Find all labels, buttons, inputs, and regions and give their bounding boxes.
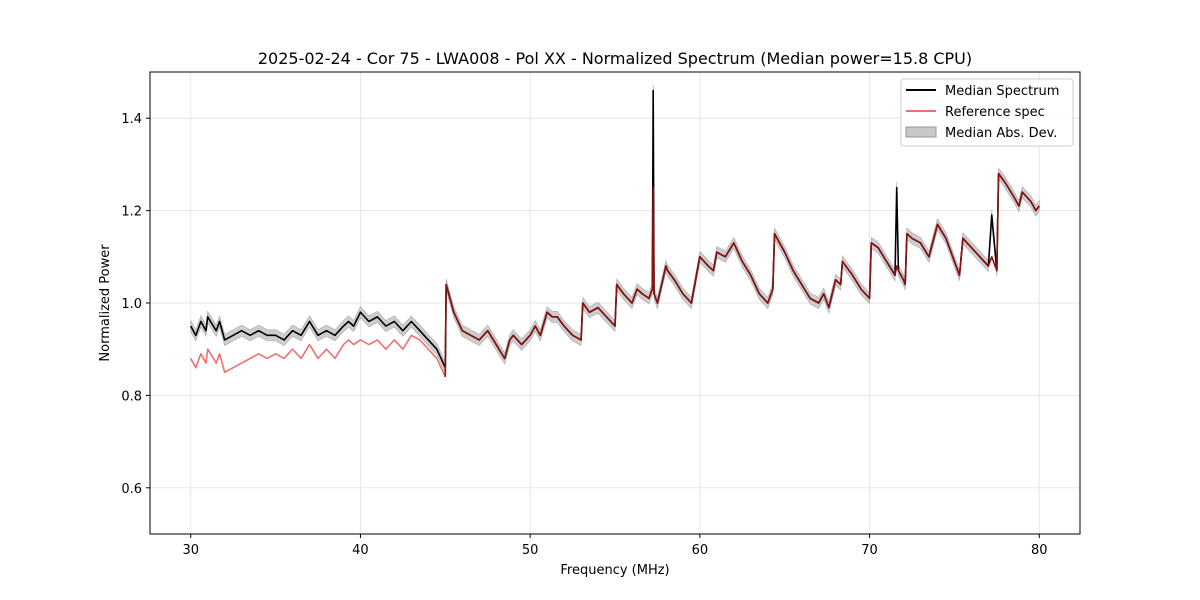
- x-axis: 30 40 50 60 70 80: [182, 534, 1048, 558]
- y-tick-label: 0.6: [121, 482, 142, 497]
- y-tick-label: 1.4: [121, 112, 142, 127]
- plot-area: [190, 84, 1040, 378]
- y-tick-label: 1.0: [121, 297, 142, 312]
- x-tick-label: 80: [1031, 543, 1048, 558]
- x-tick-label: 50: [522, 543, 539, 558]
- legend-median-label: Median Spectrum: [945, 84, 1059, 99]
- y-axis: 0.6 0.8 1.0 1.2 1.4: [121, 112, 150, 497]
- x-tick-label: 60: [692, 543, 709, 558]
- y-axis-label: Normalized Power: [98, 244, 113, 362]
- y-tick-label: 1.2: [121, 205, 142, 220]
- legend-reference-label: Reference spec: [945, 105, 1045, 120]
- chart-title: 2025-02-24 - Cor 75 - LWA008 - Pol XX - …: [258, 49, 972, 68]
- x-tick-label: 30: [182, 543, 199, 558]
- reference-spectrum-line-low: [190, 334, 447, 378]
- legend-mad-swatch: [905, 126, 937, 138]
- x-axis-label: Frequency (MHz): [560, 563, 669, 578]
- reference-spectrum-line-high: [444, 172, 1040, 377]
- x-tick-label: 40: [352, 543, 369, 558]
- legend-box: [900, 78, 1074, 147]
- legend: Median Spectrum Reference spec Median Ab…: [900, 78, 1074, 147]
- legend-mad-label: Median Abs. Dev.: [945, 126, 1057, 141]
- x-tick-label: 70: [861, 543, 878, 558]
- y-tick-label: 0.8: [121, 389, 142, 404]
